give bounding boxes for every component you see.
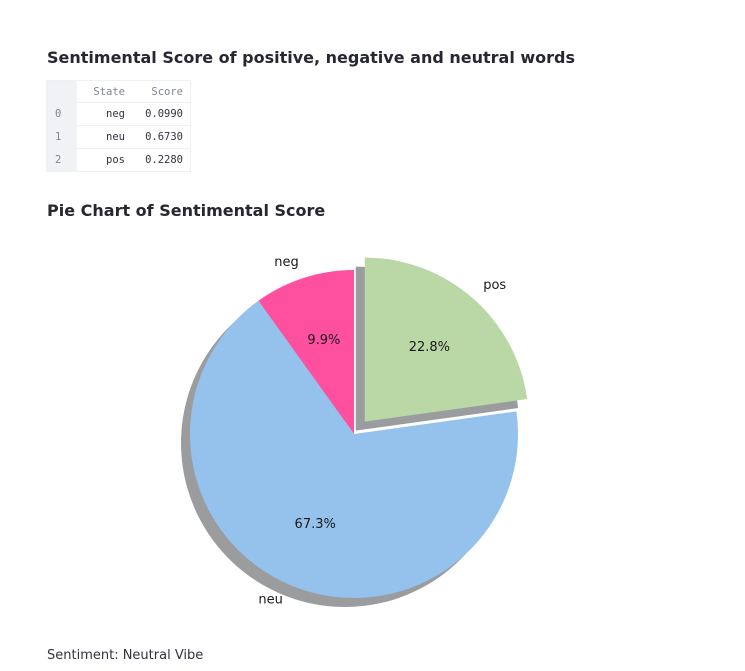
table-title: Sentimental Score of positive, negative …: [47, 48, 576, 67]
pie-slice-neu: [189, 300, 518, 598]
table-row: 2 pos 0.2280: [46, 148, 191, 172]
score-cell: 0.6730: [132, 125, 191, 149]
row-index: 1: [46, 125, 77, 149]
pie-label-layer: neg 9.9% neu 67.3% pos 22.8%: [258, 255, 506, 608]
row-index: 0: [46, 102, 77, 126]
pie-chart-title: Pie Chart of Sentimental Score: [47, 201, 326, 220]
pie-label-neu: neu: [258, 592, 282, 607]
score-cell: 0.2280: [132, 148, 191, 172]
sentiment-result-text: Sentiment: Neutral Vibe: [47, 648, 204, 663]
row-index: 2: [46, 148, 77, 172]
index-header: [46, 80, 77, 103]
score-cell: 0.0990: [132, 102, 191, 126]
pie-pct-label-pos: 22.8%: [409, 340, 450, 355]
pie-slice-pos: [364, 257, 528, 422]
table-header-row: State Score: [46, 80, 191, 103]
sentiment-score-table: State Score 0 neg 0.0990 1 neu 0.6730 2 …: [46, 80, 191, 172]
pie-pct-label-neg: 9.9%: [307, 333, 340, 348]
pie-label-neg: neg: [274, 255, 299, 270]
pie-slice-layer: [189, 257, 528, 598]
pie-pct-label-neu: 67.3%: [295, 517, 336, 532]
table-row: 0 neg 0.0990: [46, 102, 191, 126]
pie-label-pos: pos: [483, 278, 506, 293]
column-header-score: Score: [132, 80, 191, 103]
state-cell: pos: [77, 148, 132, 172]
state-cell: neu: [77, 125, 132, 149]
state-cell: neg: [77, 102, 132, 126]
pie-slice-neg: [258, 270, 354, 434]
column-header-state: State: [77, 80, 132, 103]
table-row: 1 neu 0.6730: [46, 125, 191, 149]
